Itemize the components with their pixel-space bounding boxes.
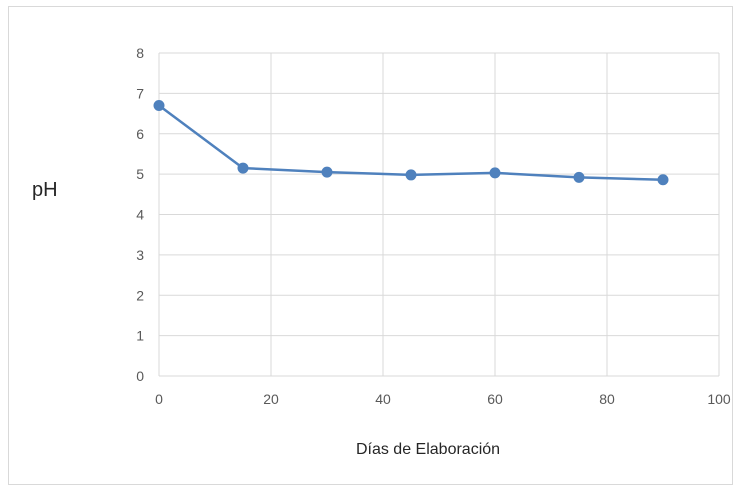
y-tick-label: 7 [136, 85, 144, 101]
data-point [489, 167, 501, 179]
grid-lines [158, 52, 720, 377]
y-tick-label: 5 [136, 166, 144, 182]
series-line [158, 104, 664, 182]
x-tick-label: 0 [155, 391, 163, 407]
data-point [321, 166, 333, 178]
x-tick-label: 80 [599, 391, 615, 407]
x-tick-label: 60 [487, 391, 503, 407]
y-tick-label: 3 [136, 247, 144, 263]
y-tick-label: 6 [136, 126, 144, 142]
y-axis-title: pH [32, 179, 58, 201]
series-group [153, 99, 669, 186]
data-point [153, 99, 165, 111]
data-point [237, 162, 249, 174]
chart-frame [8, 6, 733, 485]
data-point [405, 169, 417, 181]
data-point [657, 174, 669, 186]
y-tick-label: 4 [136, 207, 144, 223]
y-tick-label: 0 [136, 368, 144, 384]
y-tick-label: 8 [136, 45, 144, 61]
x-tick-label: 100 [707, 391, 731, 407]
y-tick-label: 2 [136, 287, 144, 303]
y-tick-label: 1 [136, 328, 144, 344]
x-axis-title: Días de Elaboración [356, 441, 500, 458]
data-point [573, 171, 585, 183]
x-tick-label: 40 [375, 391, 391, 407]
x-tick-label: 20 [263, 391, 279, 407]
